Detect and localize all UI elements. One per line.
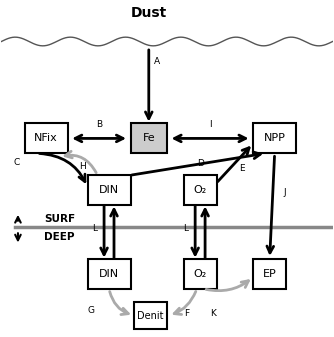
Text: Fe: Fe [143,133,155,144]
Text: O₂: O₂ [193,269,207,279]
Text: D: D [197,159,203,168]
Text: J: J [283,188,286,197]
Text: E: E [239,164,244,173]
Text: I: I [209,120,211,129]
FancyBboxPatch shape [253,123,296,153]
Text: K: K [210,309,216,318]
FancyBboxPatch shape [88,259,131,289]
Text: L: L [183,224,188,233]
Text: G: G [87,306,94,315]
Text: L: L [92,224,97,233]
Text: EP: EP [263,269,277,279]
FancyBboxPatch shape [253,259,286,289]
Text: H: H [79,162,86,171]
Text: Denit: Denit [137,311,164,320]
Text: C: C [13,158,19,167]
FancyBboxPatch shape [184,175,217,205]
Text: Dust: Dust [131,6,167,20]
Text: DEEP: DEEP [44,232,75,242]
Text: NFix: NFix [34,133,58,144]
FancyBboxPatch shape [25,123,67,153]
Text: SURF: SURF [44,214,75,224]
Text: DIN: DIN [99,269,119,279]
Text: O₂: O₂ [193,185,207,195]
Text: NPP: NPP [264,133,286,144]
FancyBboxPatch shape [134,302,167,329]
Text: F: F [184,309,189,318]
FancyBboxPatch shape [88,175,131,205]
FancyBboxPatch shape [131,123,167,153]
Text: B: B [96,120,102,129]
Text: A: A [154,57,160,66]
Text: DIN: DIN [99,185,119,195]
FancyBboxPatch shape [184,259,217,289]
